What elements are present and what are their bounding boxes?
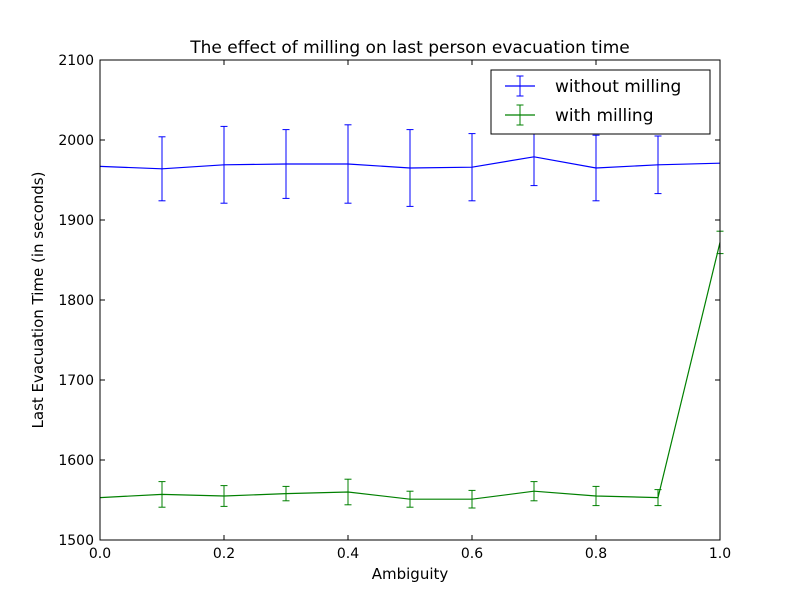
error-bar <box>654 489 662 507</box>
y-tick-label: 1900 <box>58 213 94 229</box>
error-bar <box>282 129 290 199</box>
error-bar <box>592 134 600 202</box>
error-bar <box>344 478 352 506</box>
x-axis-label: Ambiguity <box>372 565 449 583</box>
legend-label-1: with milling <box>555 106 654 126</box>
error-bar <box>530 481 538 502</box>
error-bar <box>654 135 662 195</box>
error-bar <box>220 125 228 204</box>
error-bar <box>158 481 166 508</box>
error-bar <box>406 490 414 508</box>
y-axis-label: Last Evacuation Time (in seconds) <box>29 172 47 429</box>
error-bar <box>406 129 414 207</box>
error-bar <box>468 489 476 509</box>
error-bar <box>158 136 166 202</box>
y-tick-label: 1500 <box>58 533 94 549</box>
y-tick-label: 1600 <box>58 453 94 469</box>
chart-title: The effect of milling on last person eva… <box>189 38 629 58</box>
x-tick-label: 0.6 <box>461 546 483 562</box>
x-tick-label: 0.4 <box>337 546 359 562</box>
axis-ticks: 0.0 0.2 0.4 0.6 0.8 1.0 1500 1600 1700 1800 1900 20… <box>58 53 731 562</box>
y-tick-label: 2100 <box>58 53 94 69</box>
series-layer <box>99 124 724 509</box>
error-bar <box>220 485 228 507</box>
error-bar <box>592 485 600 507</box>
y-tick-label: 2000 <box>58 133 94 149</box>
legend: without milling with milling <box>490 69 711 135</box>
x-tick-label: 0.8 <box>585 546 607 562</box>
legend-label-0: without milling <box>555 77 681 97</box>
y-tick-label: 1800 <box>58 293 94 309</box>
x-tick-label: 0.2 <box>213 546 235 562</box>
error-bar <box>468 133 476 202</box>
series-line-1 <box>99 242 721 500</box>
error-bar <box>344 124 352 204</box>
x-tick-label: 0.0 <box>89 546 111 562</box>
error-bar <box>282 485 290 502</box>
legend-box <box>490 69 711 135</box>
y-tick-label: 1700 <box>58 373 94 389</box>
x-tick-label: 1.0 <box>709 546 731 562</box>
